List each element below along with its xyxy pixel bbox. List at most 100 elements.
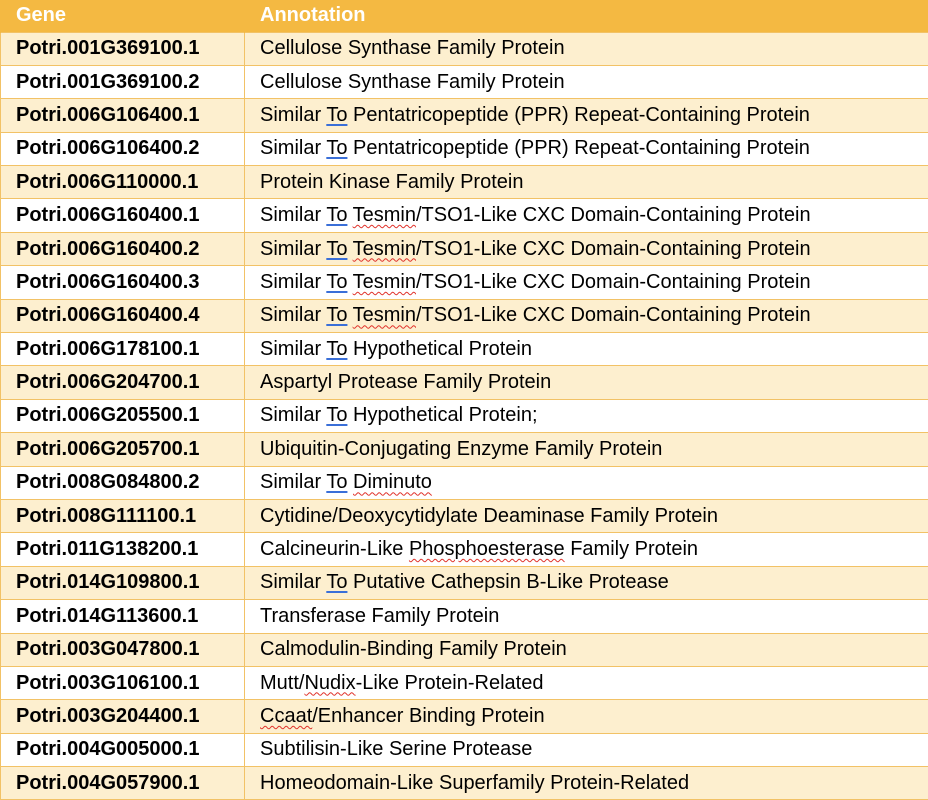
- table-row: Potri.011G138200.1 Calcineurin-Like Phosp…: [0, 532, 928, 567]
- annotation-text: Putative Cathepsin B-Like Protease: [347, 571, 669, 594]
- gene-id-cell: Potri.001G369100.1: [0, 31, 245, 66]
- gene-id-cell: Potri.008G084800.2: [0, 465, 245, 500]
- annotation-text: Similar: [260, 304, 327, 327]
- gene-id-cell: Potri.003G204400.1: [0, 699, 245, 734]
- spelling-flagged-word: Tesmin: [352, 237, 416, 260]
- annotation-text: Similar: [260, 270, 327, 293]
- annotation-cell: Similar To Pentatricopeptide (PPR) Repea…: [244, 131, 928, 167]
- annotation-text: Cytidine/Deoxycytidylate Deaminase Famil…: [260, 504, 718, 527]
- header-row: Gene Annotation: [0, 0, 928, 32]
- table-body: Potri.001G369100.1 Cellulose Synthase Fam…: [0, 31, 928, 800]
- gene-column-header: Gene: [0, 0, 245, 32]
- gene-id-cell: Potri.001G369100.2: [0, 64, 245, 100]
- spelling-flagged-word: Tesmin: [352, 204, 416, 227]
- annotation-text: Similar: [260, 103, 327, 126]
- grammar-flagged-word: To: [326, 103, 348, 126]
- annotation-cell: Similar To Tesmin/TSO1-Like CXC Domain-C…: [244, 231, 928, 267]
- gene-id-cell: Potri.003G047800.1: [0, 632, 245, 667]
- grammar-flagged-word: To: [326, 237, 348, 260]
- gene-id-cell: Potri.006G205500.1: [0, 398, 245, 434]
- annotation-text: -Like Protein-Related: [355, 671, 544, 694]
- annotation-text: Similar: [260, 237, 327, 260]
- annotation-text: Pentatricopeptide (PPR) Repeat-Containin…: [347, 103, 810, 126]
- annotation-text: Similar: [260, 471, 327, 494]
- annotation-cell: Similar To Hypothetical Protein;: [244, 398, 928, 434]
- table-row: Potri.004G005000.1 Subtilisin-Like Serine…: [0, 732, 928, 768]
- gene-id-cell: Potri.003G106100.1: [0, 665, 245, 701]
- annotation-cell: Similar To Tesmin/TSO1-Like CXC Domain-C…: [244, 298, 928, 334]
- spelling-flagged-word: Tesmin: [352, 304, 416, 327]
- gene-id-cell: Potri.008G111100.1: [0, 498, 245, 534]
- table-row: Potri.004G057900.1 Homeodomain-Like Super…: [0, 766, 928, 800]
- table-row: Potri.003G106100.1 Mutt/Nudix-Like Protei…: [0, 665, 928, 701]
- grammar-flagged-word: To: [326, 337, 348, 360]
- table-row: Potri.006G106400.2 Similar To Pentatricop…: [0, 131, 928, 167]
- gene-id-cell: Potri.006G160400.3: [0, 265, 245, 300]
- annotation-cell: Ccaat/Enhancer Binding Protein: [244, 699, 928, 734]
- gene-id-cell: Potri.006G160400.4: [0, 298, 245, 334]
- annotation-text: Cellulose Synthase Family Protein: [260, 37, 565, 60]
- table-row: Potri.006G160400.2 Similar To Tesmin/TSO1…: [0, 231, 928, 267]
- annotation-column-header: Annotation: [244, 0, 928, 32]
- annotation-cell: Transferase Family Protein: [244, 599, 928, 634]
- annotation-text: /TSO1-Like CXC Domain-Containing Protein: [416, 270, 811, 293]
- annotation-cell: Similar To Pentatricopeptide (PPR) Repea…: [244, 98, 928, 133]
- table-row: Potri.003G204400.1 Ccaat/Enhancer Binding…: [0, 699, 928, 734]
- annotation-cell: Calmodulin-Binding Family Protein: [244, 632, 928, 667]
- annotation-text: Mutt/: [260, 671, 305, 694]
- gene-id-cell: Potri.006G106400.1: [0, 98, 245, 133]
- table-row: Potri.014G109800.1 Similar To Putative Ca…: [0, 565, 928, 601]
- annotation-text: Cellulose Synthase Family Protein: [260, 70, 565, 93]
- annotation-cell: Similar To Tesmin/TSO1-Like CXC Domain-C…: [244, 198, 928, 233]
- table-row: Potri.006G106400.1 Similar To Pentatricop…: [0, 98, 928, 133]
- annotation-text: Hypothetical Protein;: [347, 404, 538, 427]
- annotation-text: /TSO1-Like CXC Domain-Containing Protein: [416, 237, 811, 260]
- annotation-text: Similar: [260, 337, 327, 360]
- annotation-text: Protein Kinase Family Protein: [260, 170, 524, 193]
- gene-id-cell: Potri.004G057900.1: [0, 766, 245, 800]
- table-row: Potri.006G178100.1 Similar To Hypothetica…: [0, 332, 928, 367]
- annotation-text: /TSO1-Like CXC Domain-Containing Protein: [416, 304, 811, 327]
- gene-id-cell: Potri.006G205700.1: [0, 432, 245, 467]
- annotation-text: Ubiquitin-Conjugating Enzyme Family Prot…: [260, 437, 663, 460]
- gene-id-cell: Potri.011G138200.1: [0, 532, 245, 567]
- annotation-cell: Cellulose Synthase Family Protein: [244, 31, 928, 66]
- annotation-cell: Calcineurin-Like Phosphoesterase Family …: [244, 532, 928, 567]
- annotation-cell: Similar To Hypothetical Protein: [244, 332, 928, 367]
- table-row: Potri.006G205500.1 Similar To Hypothetica…: [0, 398, 928, 434]
- annotation-text: Transferase Family Protein: [260, 604, 500, 627]
- annotation-text: Similar: [260, 404, 327, 427]
- annotation-text: /TSO1-Like CXC Domain-Containing Protein: [416, 204, 811, 227]
- annotation-cell: Aspartyl Protease Family Protein: [244, 365, 928, 400]
- annotation-cell: Subtilisin-Like Serine Protease: [244, 732, 928, 768]
- gene-id-cell: Potri.014G109800.1: [0, 565, 245, 601]
- table-row: Potri.014G113600.1 Transferase Family Pro…: [0, 599, 928, 634]
- table-row: Potri.006G160400.1 Similar To Tesmin/TSO1…: [0, 198, 928, 233]
- annotation-text: Calmodulin-Binding Family Protein: [260, 638, 567, 661]
- spelling-flagged-word: Ccaat: [260, 705, 313, 727]
- grammar-flagged-word: To: [326, 571, 348, 594]
- table-row: Potri.006G110000.1 Protein Kinase Family …: [0, 165, 928, 200]
- annotation-text: Family Protein: [564, 538, 699, 561]
- annotation-cell: Cellulose Synthase Family Protein: [244, 64, 928, 100]
- grammar-flagged-word: To: [326, 404, 348, 427]
- annotation-cell: Protein Kinase Family Protein: [244, 165, 928, 200]
- annotation-text: Similar: [260, 204, 327, 227]
- gene-id-cell: Potri.006G110000.1: [0, 165, 245, 200]
- spelling-flagged-word: Tesmin: [352, 270, 416, 293]
- table-row: Potri.006G160400.4 Similar To Tesmin/TSO1…: [0, 298, 928, 334]
- table-row: Potri.003G047800.1 Calmodulin-Binding Fam…: [0, 632, 928, 667]
- annotation-cell: Similar To Diminuto: [244, 465, 928, 500]
- annotation-text: Pentatricopeptide (PPR) Repeat-Containin…: [347, 137, 810, 160]
- gene-id-cell: Potri.006G178100.1: [0, 332, 245, 367]
- table-row: Potri.008G111100.1 Cytidine/Deoxycytidyla…: [0, 498, 928, 534]
- annotation-cell: Similar To Tesmin/TSO1-Like CXC Domain-C…: [244, 265, 928, 300]
- annotation-text: Subtilisin-Like Serine Protease: [260, 738, 533, 761]
- gene-id-cell: Potri.006G160400.2: [0, 231, 245, 267]
- annotation-cell: Homeodomain-Like Superfamily Protein-Rel…: [244, 766, 928, 800]
- annotation-text: /Enhancer Binding Protein: [312, 705, 545, 727]
- gene-id-cell: Potri.014G113600.1: [0, 599, 245, 634]
- table-row: Potri.006G205700.1 Ubiquitin-Conjugating …: [0, 432, 928, 467]
- table-row: Potri.006G204700.1 Aspartyl Protease Fami…: [0, 365, 928, 400]
